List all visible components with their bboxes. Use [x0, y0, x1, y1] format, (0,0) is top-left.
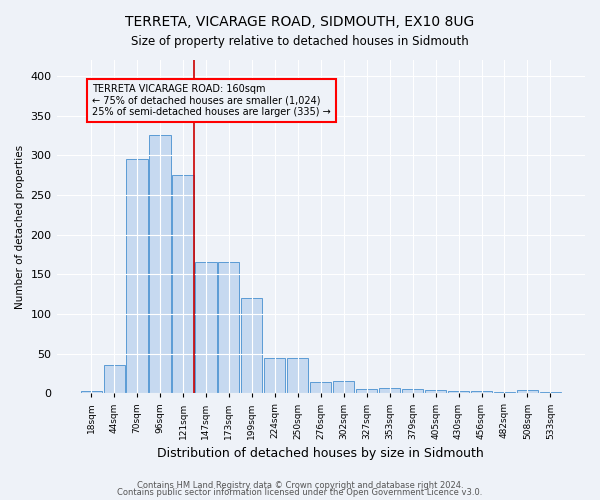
Text: Contains public sector information licensed under the Open Government Licence v3: Contains public sector information licen… [118, 488, 482, 497]
Y-axis label: Number of detached properties: Number of detached properties [15, 144, 25, 308]
Bar [356, 390, 377, 394]
Bar [127, 159, 148, 394]
Bar [287, 358, 308, 394]
Bar [471, 391, 492, 394]
Text: Contains HM Land Registry data © Crown copyright and database right 2024.: Contains HM Land Registry data © Crown c… [137, 480, 463, 490]
X-axis label: Distribution of detached houses by size in Sidmouth: Distribution of detached houses by size … [157, 447, 484, 460]
Text: Size of property relative to detached houses in Sidmouth: Size of property relative to detached ho… [131, 35, 469, 48]
Bar [218, 262, 239, 394]
Text: TERRETA, VICARAGE ROAD, SIDMOUTH, EX10 8UG: TERRETA, VICARAGE ROAD, SIDMOUTH, EX10 8… [125, 15, 475, 29]
Bar [149, 136, 170, 394]
Bar [241, 298, 262, 394]
Bar [379, 388, 400, 394]
Bar [448, 391, 469, 394]
Bar [425, 390, 446, 394]
Bar [196, 262, 217, 394]
Bar [264, 358, 286, 394]
Bar [494, 392, 515, 394]
Bar [402, 388, 423, 394]
Bar [517, 390, 538, 394]
Bar [310, 382, 331, 394]
Bar [540, 392, 561, 394]
Bar [333, 380, 354, 394]
Bar [104, 366, 125, 394]
Bar [80, 391, 101, 394]
Bar [172, 175, 194, 394]
Text: TERRETA VICARAGE ROAD: 160sqm
← 75% of detached houses are smaller (1,024)
25% o: TERRETA VICARAGE ROAD: 160sqm ← 75% of d… [92, 84, 331, 117]
